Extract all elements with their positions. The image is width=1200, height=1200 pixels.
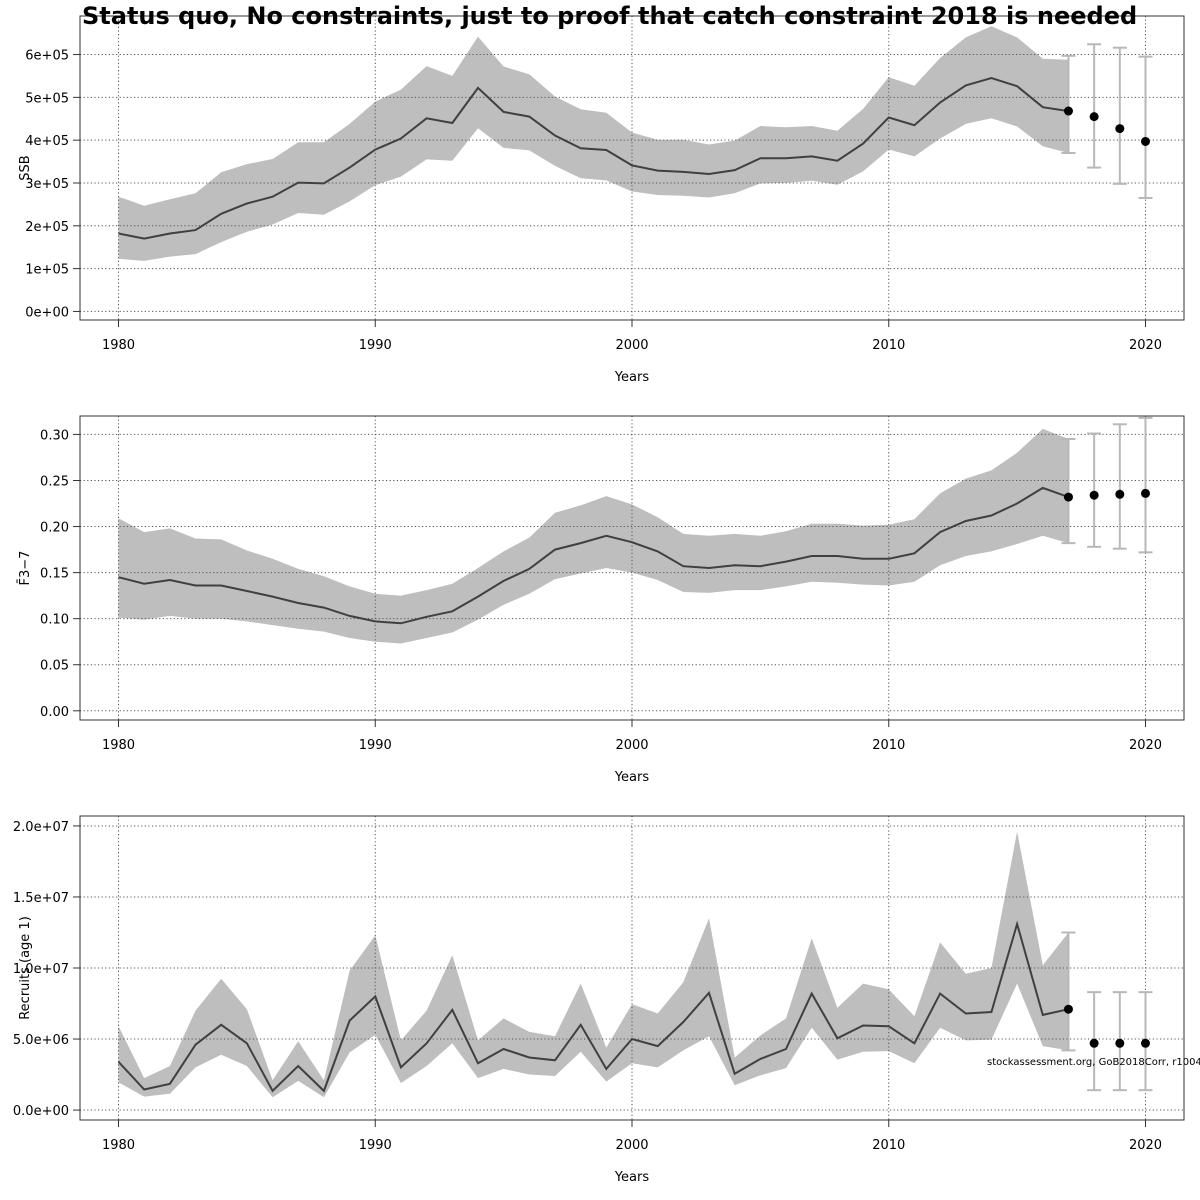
forecast-point [1140,136,1150,146]
ssb-confidence-band [118,26,1069,261]
forecast-point [1089,1038,1099,1048]
y-tick-label: 1.5e+07 [13,891,69,906]
x-tick-label: 2010 [872,1138,905,1153]
y-tick-label: 1.0e+07 [13,962,69,977]
y-tick-label: 3e+05 [25,177,69,192]
ssb-panel: 1980 1990 2000 2010 2020 0e+00 1e+05 2e+05 3e+05… [18,15,1185,385]
x-axis-label: Years [614,370,650,385]
forecast-point [1115,489,1125,499]
forecast-point [1063,492,1073,502]
y-tick-label: 1e+05 [25,263,69,278]
x-tick-label: 2000 [615,338,648,353]
fbar-confidence-band [118,428,1069,644]
y-tick-label: 0.10 [40,613,69,628]
x-axis-label: Years [614,1170,650,1185]
y-tick-label: 2.0e+07 [13,820,69,835]
forecast-point [1140,1038,1150,1048]
x-tick-label: 1990 [359,738,392,753]
footnote: stockassessment.org, GoB2018Corr, r10042 [987,1057,1200,1068]
x-tick-label: 2000 [615,738,648,753]
chart-title: Status quo, No constraints, just to proo… [82,2,1137,30]
y-tick-label: 5.0e+06 [13,1033,69,1048]
y-tick-label: 0.0e+00 [13,1104,69,1119]
forecast-point [1089,112,1099,122]
x-tick-label: 2020 [1129,738,1162,753]
forecast-point [1089,490,1099,500]
y-axis-label: Recruits (age 1) [18,916,33,1020]
fbar-estimate-line [118,486,1069,625]
forecast-point [1140,488,1150,498]
y-tick-label: 0.30 [40,428,69,443]
y-tick-label: 6e+05 [25,49,69,64]
ssb-estimate-line [118,77,1069,240]
y-tick-label: 0.15 [40,567,69,582]
forecast-point [1115,1038,1125,1048]
y-tick-label: 0.25 [40,474,69,489]
x-tick-label: 2010 [872,338,905,353]
x-tick-label: 2010 [872,738,905,753]
x-tick-label: 1990 [359,338,392,353]
x-axis-label: Years [614,770,650,785]
x-tick-label: 2020 [1129,1138,1162,1153]
x-tick-label: 1980 [102,1138,135,1153]
x-tick-label: 2020 [1129,338,1162,353]
y-tick-label: 2e+05 [25,220,69,235]
forecast-point [1115,124,1125,134]
y-tick-label: 0e+00 [25,305,69,320]
fbar-panel: 1980 1990 2000 2010 2020 0.00 0.05 0.10 0.15 0.20… [18,415,1185,785]
x-tick-label: 2000 [615,1138,648,1153]
recruits-panel: 1980 1990 2000 2010 2020 0.0e+00 5.0e+06 1.0e+0… [13,815,1185,1185]
forecast-point [1063,106,1073,116]
y-axis-label: F̄3−7 [18,551,33,586]
recruits-estimate-line [117,920,1069,1093]
y-axis-label: SSB [18,155,33,180]
x-tick-label: 1990 [359,1138,392,1153]
y-tick-label: 0.20 [40,521,69,536]
y-tick-label: 0.05 [40,659,69,674]
y-tick-label: 0.00 [40,705,69,720]
forecast-point [1063,1004,1073,1014]
recruits-confidence-band [118,831,1069,1098]
x-tick-label: 1980 [102,338,135,353]
x-tick-label: 1980 [102,738,135,753]
y-tick-label: 4e+05 [25,134,69,149]
y-tick-label: 5e+05 [25,91,69,106]
